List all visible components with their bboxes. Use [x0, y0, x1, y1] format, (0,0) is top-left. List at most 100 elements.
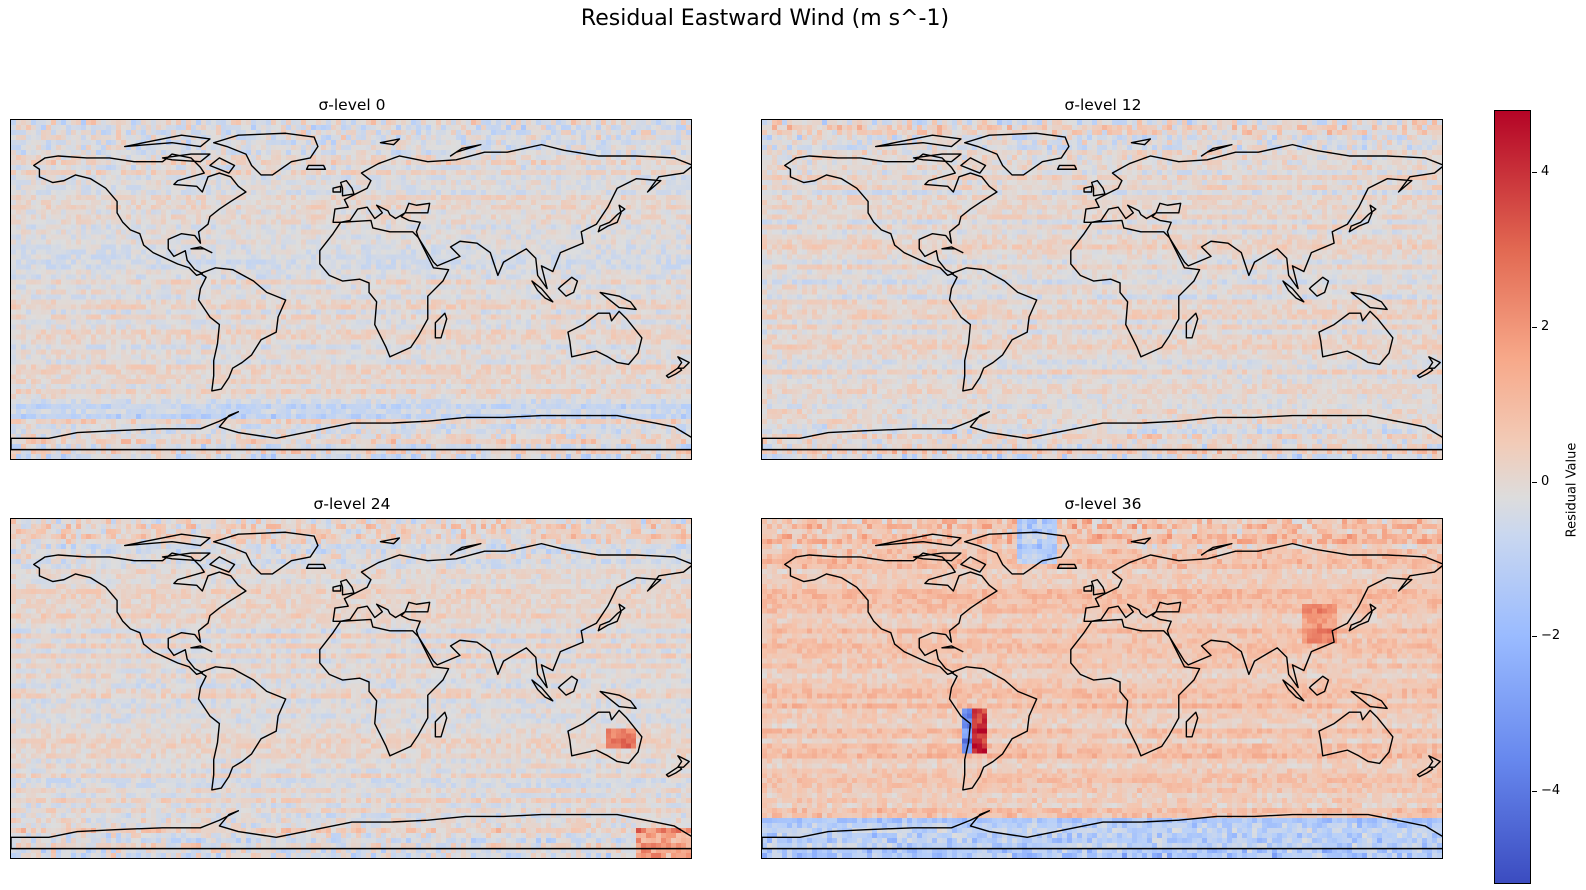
residual-field-level-24	[11, 519, 691, 858]
coastline	[333, 544, 692, 688]
coastline	[532, 281, 553, 302]
colorbar-tick	[1532, 171, 1537, 173]
coastline	[341, 580, 354, 595]
coastline	[666, 767, 681, 776]
coastline	[1092, 580, 1105, 595]
coastline	[333, 186, 341, 192]
map-panel-level-12	[761, 119, 1443, 460]
coastline	[762, 811, 1443, 849]
coastline	[1351, 292, 1387, 309]
coastline	[965, 532, 1069, 574]
residual-field-level-0	[11, 120, 691, 459]
coastline	[163, 154, 210, 162]
coastline	[1429, 357, 1440, 368]
coastline	[600, 292, 636, 309]
coastline	[1084, 186, 1092, 192]
coastlines-level-0	[11, 120, 692, 460]
coastline	[320, 619, 449, 755]
coastline	[876, 135, 961, 146]
coastline	[568, 311, 642, 364]
coastline	[942, 646, 963, 652]
coastline	[914, 154, 961, 162]
coastline	[1071, 619, 1200, 755]
coastline	[598, 205, 625, 232]
coastline	[380, 139, 399, 145]
coastline	[678, 756, 689, 767]
colorbar-tick-label: −4	[1541, 783, 1561, 799]
coastline	[942, 247, 963, 253]
coastline	[1319, 710, 1393, 763]
coastline	[785, 553, 997, 674]
coastline	[214, 532, 318, 574]
coastline	[11, 412, 692, 450]
colorbar-tick	[1532, 326, 1537, 328]
residual-field-level-36	[762, 519, 1442, 858]
coastline	[532, 680, 553, 701]
coastline	[333, 145, 692, 289]
coastline	[950, 667, 1037, 790]
coastline	[1417, 767, 1432, 776]
colorbar-tick-label: 0	[1541, 473, 1550, 489]
residual-field-level-12	[762, 120, 1442, 459]
coastline	[1186, 313, 1197, 338]
coastline	[876, 534, 961, 545]
coastline	[11, 811, 692, 849]
coastline	[1349, 205, 1376, 232]
panel-title-level-12: σ-level 12	[1064, 96, 1142, 114]
coastline	[1058, 165, 1077, 169]
coastline	[1186, 712, 1197, 737]
coastline	[1319, 311, 1393, 364]
coastline	[1309, 676, 1328, 695]
coastlines-level-12	[762, 120, 1443, 460]
coastline	[199, 268, 286, 391]
coastline	[1417, 368, 1432, 377]
coastline	[762, 412, 1443, 450]
coastline	[210, 158, 235, 173]
coastline	[598, 604, 625, 631]
colorbar-tick-label: 2	[1541, 318, 1550, 334]
coastline	[678, 357, 689, 368]
coastline	[950, 268, 1037, 391]
coastline	[1084, 544, 1443, 688]
colorbar-tick-label: −2	[1541, 628, 1561, 644]
coastline	[600, 691, 636, 708]
coastline	[1058, 564, 1077, 568]
coastline	[1349, 604, 1376, 631]
coastline	[1084, 145, 1443, 289]
coastline	[1283, 680, 1304, 701]
coastline	[320, 220, 449, 356]
coastline	[666, 368, 681, 377]
coastline	[435, 313, 446, 338]
coastline	[199, 667, 286, 790]
coastline	[961, 158, 986, 173]
coastline	[1429, 756, 1440, 767]
colorbar-label: Residual Value	[1564, 442, 1580, 538]
coastline	[435, 712, 446, 737]
colorbar-tick-label: 4	[1541, 163, 1550, 179]
coastline	[1351, 691, 1387, 708]
coastline	[341, 181, 354, 196]
colorbar-tick	[1532, 481, 1537, 483]
coastline	[558, 277, 577, 296]
coastline	[191, 247, 212, 253]
coastline	[1202, 145, 1232, 156]
colorbar-tick	[1532, 636, 1537, 638]
coastline	[568, 710, 642, 763]
coastline	[210, 557, 235, 572]
coastline	[965, 133, 1069, 175]
coastline	[1202, 544, 1232, 555]
coastline	[1283, 281, 1304, 302]
coastline	[451, 544, 481, 555]
coastline	[34, 154, 246, 275]
coastline	[1309, 277, 1328, 296]
panel-title-level-0: σ-level 0	[318, 96, 386, 114]
coastline	[1131, 139, 1150, 145]
coastline	[125, 135, 210, 146]
colorbar-tick	[1532, 791, 1537, 793]
coastline	[1071, 220, 1200, 356]
coastline	[1131, 538, 1150, 544]
coastline	[34, 553, 246, 674]
coastline	[307, 564, 326, 568]
coastline	[163, 553, 210, 561]
coastline	[125, 534, 210, 545]
